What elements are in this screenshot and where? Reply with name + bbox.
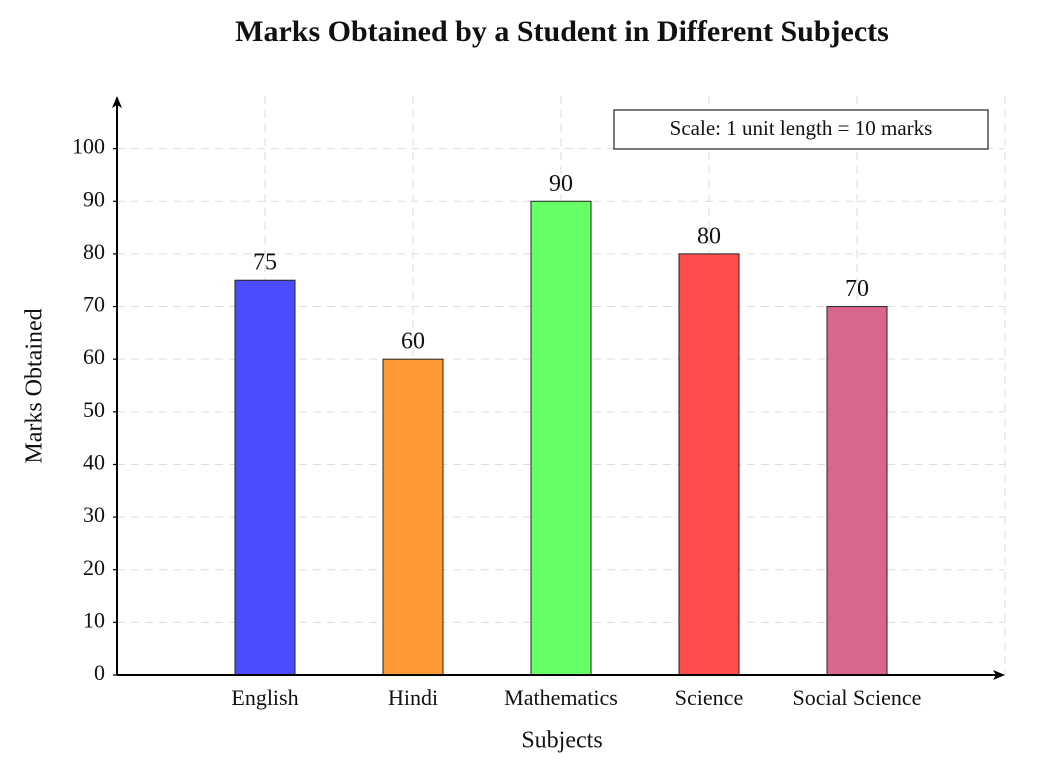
data-label: 70 — [845, 276, 869, 302]
x-tick-label: Social Science — [793, 685, 922, 710]
x-tick-label: English — [231, 685, 298, 710]
bar — [382, 358, 444, 676]
bar — [826, 306, 888, 676]
y-tick-label: 20 — [83, 555, 105, 580]
bar — [678, 253, 740, 676]
data-label: 90 — [549, 171, 573, 197]
y-tick-label: 70 — [83, 292, 105, 317]
x-axis-label: Subjects — [521, 728, 602, 754]
x-tick-label: Hindi — [388, 685, 438, 710]
bar — [530, 200, 592, 676]
y-axis-arrow — [112, 96, 122, 108]
y-tick-label: 40 — [83, 450, 105, 475]
annotation-box — [613, 109, 989, 150]
y-tick-label: 90 — [83, 186, 105, 211]
y-tick-label: 60 — [83, 344, 105, 369]
annotation: Scale: 1 unit length = 10 marks — [670, 116, 933, 140]
plot-area: 0 10 20 30 40 50 60 70 80 90 100 English 75 Hindi 60 Ma… — [72, 96, 1006, 710]
data-label: 60 — [401, 329, 425, 355]
y-tick-label: 50 — [83, 397, 105, 422]
y-tick-label: 0 — [94, 660, 105, 685]
bar — [234, 279, 296, 676]
y-tick-label: 30 — [83, 502, 105, 527]
data-label: 80 — [697, 223, 721, 249]
y-tick-label: 100 — [72, 134, 105, 159]
y-tick-label: 80 — [83, 239, 105, 264]
data-label: 75 — [253, 250, 277, 276]
x-tick-label: Science — [675, 685, 743, 710]
y-axis-label: Marks Obtained — [22, 308, 48, 463]
x-tick-label: Mathematics — [504, 685, 618, 710]
chart-title: Marks Obtained by a Student in Different… — [235, 15, 889, 48]
x-axis-arrow — [993, 670, 1005, 680]
y-tick-label: 10 — [83, 607, 105, 632]
